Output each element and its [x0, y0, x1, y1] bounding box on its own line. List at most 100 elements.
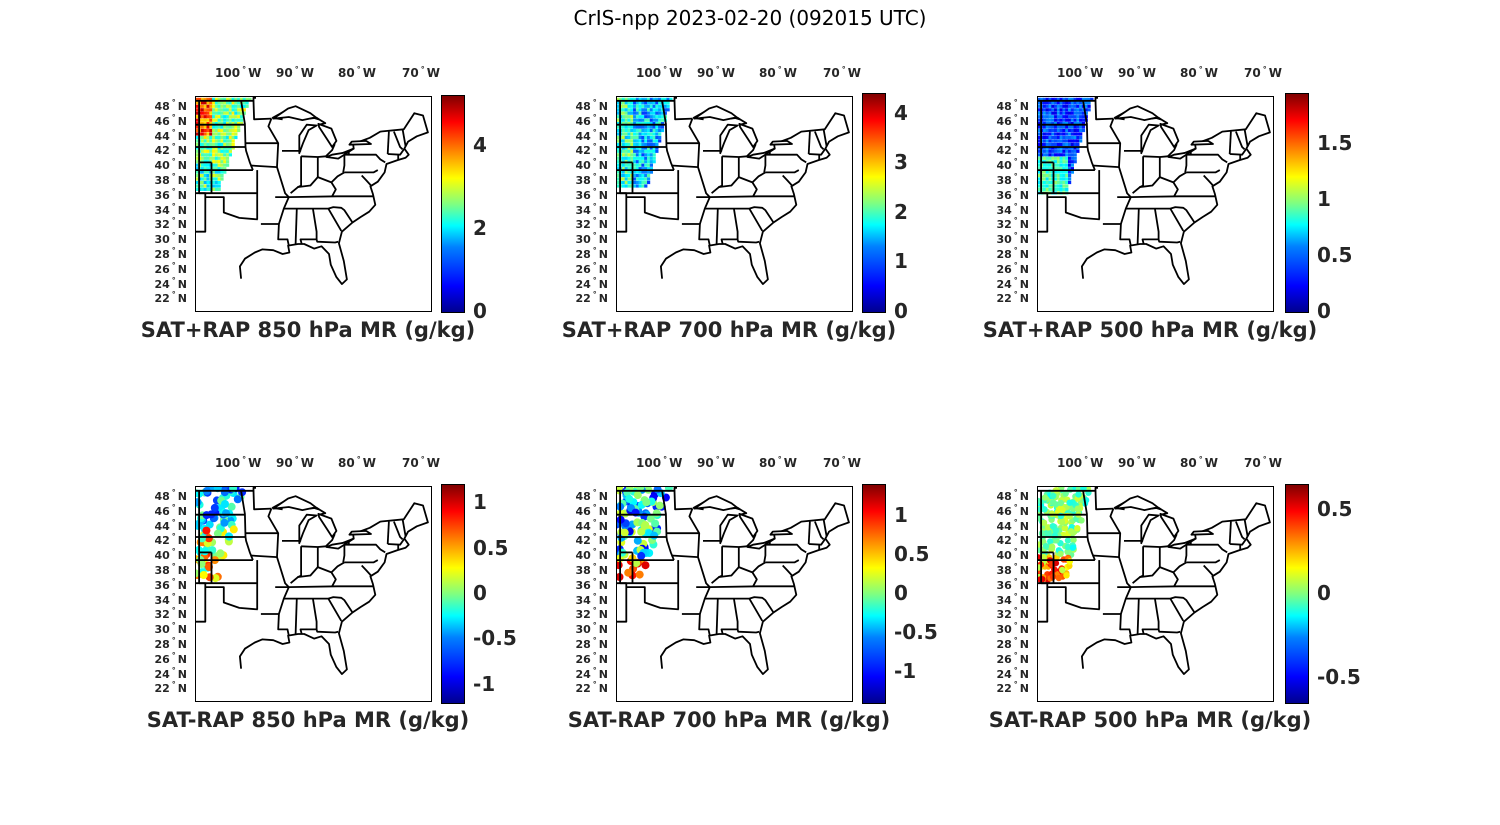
swath-pixel — [200, 128, 205, 133]
swath-pixel — [203, 135, 207, 140]
swath-pixel — [1048, 174, 1052, 178]
swath-pixel — [206, 115, 210, 119]
lon-tick-label: 100 ° W — [1057, 455, 1104, 470]
state-line — [1136, 208, 1140, 245]
swath-pixel — [617, 149, 620, 153]
swath-pixel — [206, 125, 210, 129]
state-line — [720, 208, 739, 245]
swath-pixel — [630, 132, 634, 136]
swath-pixel — [1054, 187, 1058, 191]
state-line — [782, 174, 793, 187]
swath-pixel — [206, 170, 210, 174]
swath-pixel — [627, 104, 631, 108]
swath-pixel — [217, 177, 221, 181]
swath-pixel — [635, 132, 640, 136]
swath-pixel — [196, 184, 199, 188]
lat-tick-label: 22 ° N — [996, 680, 1029, 696]
swath-pixel — [633, 163, 637, 167]
great-lake — [693, 495, 741, 511]
swath-pixel — [231, 115, 235, 119]
great-lake — [1114, 105, 1162, 121]
lat-tick-label: 36 ° N — [996, 576, 1029, 592]
swath-pixel — [649, 167, 653, 171]
swath-pixel — [196, 139, 199, 143]
swath-pixel — [655, 101, 659, 105]
swath-pixel — [627, 128, 631, 133]
swath-pixel — [641, 163, 645, 167]
lat-tick-label: 40 ° N — [996, 157, 1029, 173]
state-line — [1235, 131, 1246, 150]
swath-pixel — [652, 128, 656, 133]
state-line — [301, 155, 326, 158]
lat-tick-label: 40 ° N — [154, 157, 187, 173]
swath-pixel — [231, 108, 235, 112]
swath-pixel — [203, 111, 207, 115]
swath-pixel — [624, 180, 628, 185]
great-lake — [317, 513, 338, 538]
swath-pixel — [635, 115, 640, 119]
swath-pixel — [1045, 128, 1049, 133]
swath-pixel — [220, 163, 224, 167]
swath-pixel — [644, 111, 648, 115]
swath-pixel — [1073, 160, 1077, 164]
lat-tick-label: 28 ° N — [996, 636, 1029, 651]
swath-pixel — [624, 97, 628, 101]
lat-tick-label: 30 ° N — [996, 621, 1029, 637]
swath-pixel — [663, 101, 667, 105]
swath-pixel — [212, 174, 216, 178]
swath-pixel — [1045, 153, 1049, 157]
swath-pixel — [1068, 115, 1072, 119]
swath-pixel — [633, 128, 637, 133]
swath-pixel — [647, 142, 651, 146]
swath-pixel — [1073, 104, 1077, 108]
lat-tick-label: 30 ° N — [996, 231, 1029, 247]
swath-pixel — [1084, 108, 1088, 112]
swath-pixel — [1054, 180, 1058, 185]
swath-pixel — [226, 135, 230, 140]
swath-pixel — [633, 104, 637, 108]
lat-tick-label: 38 ° N — [575, 562, 608, 577]
swath-pixel — [647, 108, 651, 112]
swath-pixel — [652, 132, 656, 136]
swath-pixel — [617, 163, 620, 167]
state-line — [1139, 176, 1179, 197]
great-lake — [746, 147, 776, 160]
state-line — [763, 154, 767, 173]
swath-pixel — [1065, 170, 1069, 174]
difference-dot — [633, 491, 642, 500]
swath-pixel — [1054, 118, 1058, 122]
state-line — [722, 545, 747, 548]
state-line — [252, 490, 272, 511]
swath-pixel — [1059, 139, 1063, 143]
difference-dot — [199, 571, 208, 579]
colorbar — [1285, 93, 1309, 313]
swath-pixel — [630, 135, 634, 140]
difference-dot — [635, 570, 644, 579]
swath-pixel — [212, 180, 216, 185]
lat-tick-label: 28 ° N — [154, 636, 187, 651]
lat-tick-label: 42 ° N — [575, 142, 608, 158]
swath-pixel — [206, 108, 210, 112]
lat-tick-label: 42 ° N — [575, 532, 608, 548]
swath-pixel — [617, 167, 620, 171]
swath-pixel — [633, 118, 637, 122]
swath-pixel — [1038, 156, 1041, 160]
swath-pixel — [1051, 132, 1055, 136]
lat-tick-label: 36 ° N — [996, 186, 1029, 202]
lat-tick-label: 46 ° N — [996, 502, 1029, 518]
lon-tick-label: 80 ° W — [338, 65, 376, 80]
swath-pixel — [1059, 174, 1063, 178]
swath-pixel — [212, 108, 216, 112]
swath-pixel — [228, 122, 232, 126]
swath-pixel — [214, 108, 219, 112]
swath-pixel — [237, 125, 241, 129]
panel-title: SAT-RAP 500 hPa MR (g/kg) — [988, 708, 1312, 732]
swath-pixel — [226, 104, 230, 108]
swath-pixel — [1056, 132, 1061, 136]
swath-pixel — [214, 128, 219, 133]
swath-pixel — [621, 167, 626, 171]
swath-pixel — [621, 135, 626, 140]
swath-pixel — [1062, 184, 1066, 188]
swath-pixel — [237, 104, 241, 108]
canada-border — [196, 97, 256, 102]
